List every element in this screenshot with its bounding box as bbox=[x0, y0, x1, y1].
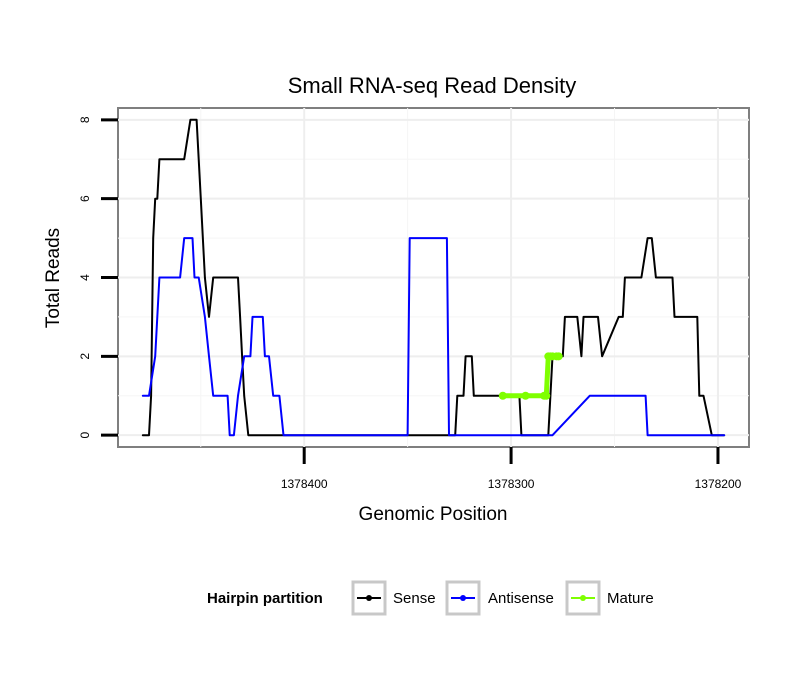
legend-label: Sense bbox=[393, 590, 436, 607]
legend-key-point bbox=[460, 595, 466, 601]
legend-label: Mature bbox=[607, 590, 654, 607]
x-axis-ticks: 1378400 1378300 1378200 bbox=[281, 447, 742, 491]
legend-key-point bbox=[366, 595, 372, 601]
legend-label: Antisense bbox=[488, 590, 554, 607]
legend-item-sense: Sense bbox=[351, 580, 436, 616]
y-axis-title: Total Reads bbox=[43, 228, 64, 328]
chart-title: Small RNA-seq Read Density bbox=[288, 73, 577, 98]
series-lines bbox=[141, 118, 726, 437]
y-tick-label: 2 bbox=[78, 353, 92, 360]
legend-key-point bbox=[580, 595, 586, 601]
legend-item-mature: Mature bbox=[565, 580, 654, 616]
mature-data-point bbox=[542, 391, 551, 400]
x-tick-label: 1378300 bbox=[488, 477, 535, 491]
y-tick-label: 4 bbox=[78, 274, 92, 281]
x-axis-title: Genomic Position bbox=[359, 504, 508, 525]
legend: Hairpin partition Sense Antisense Mature bbox=[207, 580, 654, 616]
y-tick-label: 8 bbox=[78, 116, 92, 123]
x-tick-label: 1378200 bbox=[695, 477, 742, 491]
y-axis-ticks: 0 2 4 6 8 bbox=[78, 116, 118, 439]
legend-title: Hairpin partition bbox=[207, 590, 323, 607]
x-tick-label: 1378400 bbox=[281, 477, 328, 491]
y-tick-label: 0 bbox=[78, 432, 92, 439]
mature-data-point bbox=[521, 391, 530, 400]
antisense-series-line bbox=[141, 237, 726, 437]
legend-item-antisense: Antisense bbox=[445, 580, 554, 616]
y-tick-label: 6 bbox=[78, 195, 92, 202]
mature-data-point bbox=[498, 391, 507, 400]
mature-data-point bbox=[554, 352, 563, 361]
